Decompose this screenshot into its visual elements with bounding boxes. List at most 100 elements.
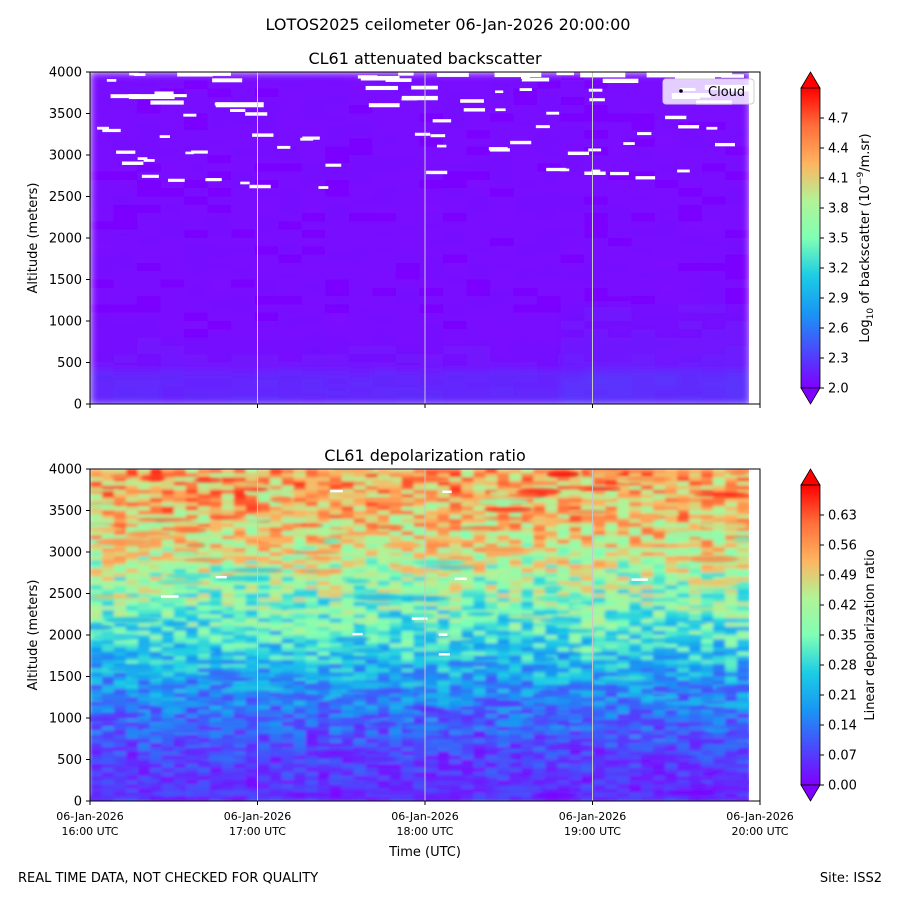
depolarization-cell — [365, 564, 379, 570]
depolarization-cell — [653, 518, 667, 525]
backscatter-cell — [443, 188, 469, 198]
depolarization-cell — [677, 527, 691, 533]
backscatter-cell — [537, 370, 563, 381]
depolarization-cell — [629, 481, 643, 487]
depolarization-cell — [413, 601, 427, 608]
depolarization-cell — [485, 672, 499, 678]
depolarization-cell — [641, 502, 655, 508]
depolarization-cell — [485, 585, 499, 591]
depolarization-cell — [545, 664, 559, 670]
backscatter-cell — [584, 146, 610, 157]
backscatter-cell — [90, 304, 116, 315]
depolarization-cell — [425, 514, 439, 520]
depolarization-cell — [689, 510, 703, 516]
depolarization-cell — [473, 535, 487, 541]
depolarization-cell — [377, 560, 391, 566]
depolarization-cell — [209, 572, 223, 579]
depolarization-cell — [341, 672, 355, 678]
depolarization-cell — [245, 747, 259, 753]
depolarization-cell — [521, 535, 535, 541]
depolarization-cell — [593, 556, 607, 562]
depolarization-cell — [629, 647, 643, 653]
backscatter-cell — [278, 238, 304, 248]
depolarization-cell — [221, 552, 235, 558]
backscatter-cell — [631, 113, 657, 124]
backscatter-cell — [654, 171, 680, 182]
backscatter-cell — [654, 370, 680, 381]
backscatter-cell — [419, 204, 445, 215]
depolarization-cell — [545, 605, 559, 612]
backscatter-cell — [466, 354, 492, 364]
backscatter-cell — [301, 105, 327, 115]
depolarization-cell — [485, 572, 499, 579]
depolarization-cell — [209, 585, 223, 591]
depolarization-cell — [365, 485, 379, 491]
depolarization-cell — [317, 498, 331, 504]
backscatter-cell — [348, 262, 374, 273]
backscatter-cell — [419, 221, 445, 232]
depolarization-cell — [617, 630, 631, 637]
depolarization-cell — [281, 705, 295, 711]
depolarization-cell — [401, 581, 415, 587]
depolarization-cell — [473, 506, 487, 512]
backscatter-cell — [560, 88, 586, 99]
depolarization-cell — [209, 576, 223, 583]
depolarization-cell — [317, 688, 331, 695]
cloud-marker — [183, 113, 197, 117]
backscatter-cell — [725, 213, 751, 223]
backscatter-cell — [90, 130, 116, 140]
depolarization-cell — [101, 622, 116, 628]
backscatter-cell — [184, 329, 210, 340]
backscatter-cell — [184, 155, 210, 165]
backscatter-cell — [631, 246, 657, 257]
depolarization-cell — [461, 697, 475, 703]
depolarization-cell — [389, 734, 403, 740]
backscatter-cell — [466, 287, 492, 298]
depolarization-cell — [281, 647, 295, 653]
depolarization-cell — [269, 510, 283, 516]
depolarization-cell — [281, 510, 295, 516]
depolarization-cell — [305, 493, 319, 500]
backscatter-cell — [301, 379, 327, 389]
depolarization-cell — [437, 655, 451, 662]
backscatter-cell — [560, 304, 586, 315]
depolarization-cell — [161, 738, 176, 745]
backscatter-cell — [466, 321, 492, 331]
backscatter-cell — [254, 138, 280, 149]
depolarization-cell — [221, 601, 235, 608]
depolarization-cell — [425, 510, 439, 516]
depolarization-cell — [305, 742, 319, 749]
backscatter-cell — [419, 312, 445, 323]
cloud-marker — [623, 142, 635, 145]
backscatter-cell — [701, 105, 727, 115]
depolarization-cell — [677, 618, 691, 624]
backscatter-cell — [301, 155, 327, 165]
depolarization-cell — [653, 680, 667, 686]
depolarization-cell — [401, 718, 415, 724]
depolarization-cell — [101, 589, 116, 595]
depolarization-cell — [185, 493, 200, 500]
depolarization-cell — [341, 601, 355, 608]
cloud-marker — [325, 163, 342, 167]
depolarization-cell — [149, 605, 164, 612]
backscatter-cell — [301, 213, 327, 223]
depolarization-cell — [521, 469, 535, 475]
depolarization-cell — [90, 709, 104, 716]
depolarization-cell — [233, 506, 247, 512]
depolarization-cell — [233, 552, 247, 558]
depolarization-cell — [305, 477, 319, 483]
backscatter-ylabel: Altitude (meters) — [26, 183, 41, 294]
depolarization-cell — [665, 722, 679, 728]
depolarization-cell — [629, 684, 643, 691]
depolarization-cell — [449, 622, 463, 628]
cloud-marker — [588, 88, 603, 92]
backscatter-cell — [490, 221, 516, 232]
backscatter-cell — [160, 329, 186, 340]
backscatter-cell — [395, 179, 421, 190]
backscatter-cell — [254, 312, 280, 323]
backscatter-cell — [207, 204, 233, 215]
depolarization-cell — [185, 485, 200, 491]
depolarization-cell — [569, 564, 583, 570]
depolarization-cell — [185, 576, 200, 583]
depolarization-cell — [461, 539, 475, 545]
